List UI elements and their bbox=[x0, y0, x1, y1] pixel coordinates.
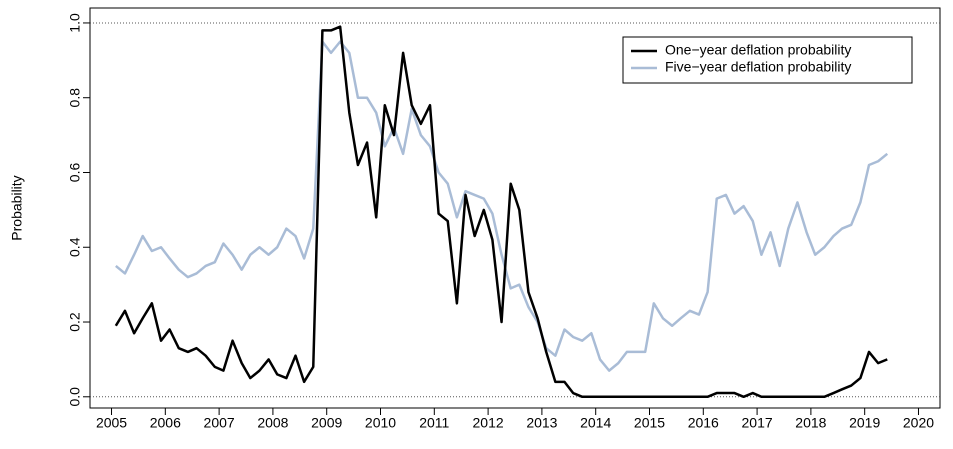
y-tick-label: 0.0 bbox=[67, 387, 83, 407]
legend-label: Five−year deflation probability bbox=[665, 59, 851, 75]
x-tick-label: 2019 bbox=[849, 415, 880, 431]
series-line bbox=[115, 40, 889, 372]
x-tick-label: 2016 bbox=[688, 415, 719, 431]
x-tick-label: 2015 bbox=[634, 415, 665, 431]
legend-label: One−year deflation probability bbox=[665, 42, 851, 58]
plot-frame bbox=[89, 7, 941, 409]
x-tick-label: 2009 bbox=[311, 415, 342, 431]
series-line bbox=[114, 25, 888, 399]
x-tick-label: 2014 bbox=[580, 415, 611, 431]
legend-box bbox=[622, 36, 913, 84]
y-axis-label: Probability bbox=[9, 175, 25, 240]
y-tick-label: 0.6 bbox=[67, 163, 83, 183]
y-tick-label: 1.0 bbox=[67, 13, 83, 33]
x-tick-label: 2017 bbox=[742, 415, 773, 431]
x-tick-label: 2011 bbox=[419, 415, 449, 431]
x-tick-label: 2012 bbox=[473, 415, 504, 431]
y-tick-label: 0.4 bbox=[67, 237, 83, 257]
x-tick-label: 2008 bbox=[257, 415, 288, 431]
x-tick-label: 2020 bbox=[903, 415, 934, 431]
x-tick-label: 2013 bbox=[526, 415, 557, 431]
x-tick-label: 2006 bbox=[150, 415, 181, 431]
y-tick-label: 0.2 bbox=[67, 312, 83, 332]
x-tick-label: 2007 bbox=[204, 415, 235, 431]
x-tick-label: 2005 bbox=[96, 415, 127, 431]
x-tick-label: 2010 bbox=[365, 415, 396, 431]
y-tick-label: 0.8 bbox=[67, 88, 83, 108]
x-tick-label: 2018 bbox=[795, 415, 826, 431]
